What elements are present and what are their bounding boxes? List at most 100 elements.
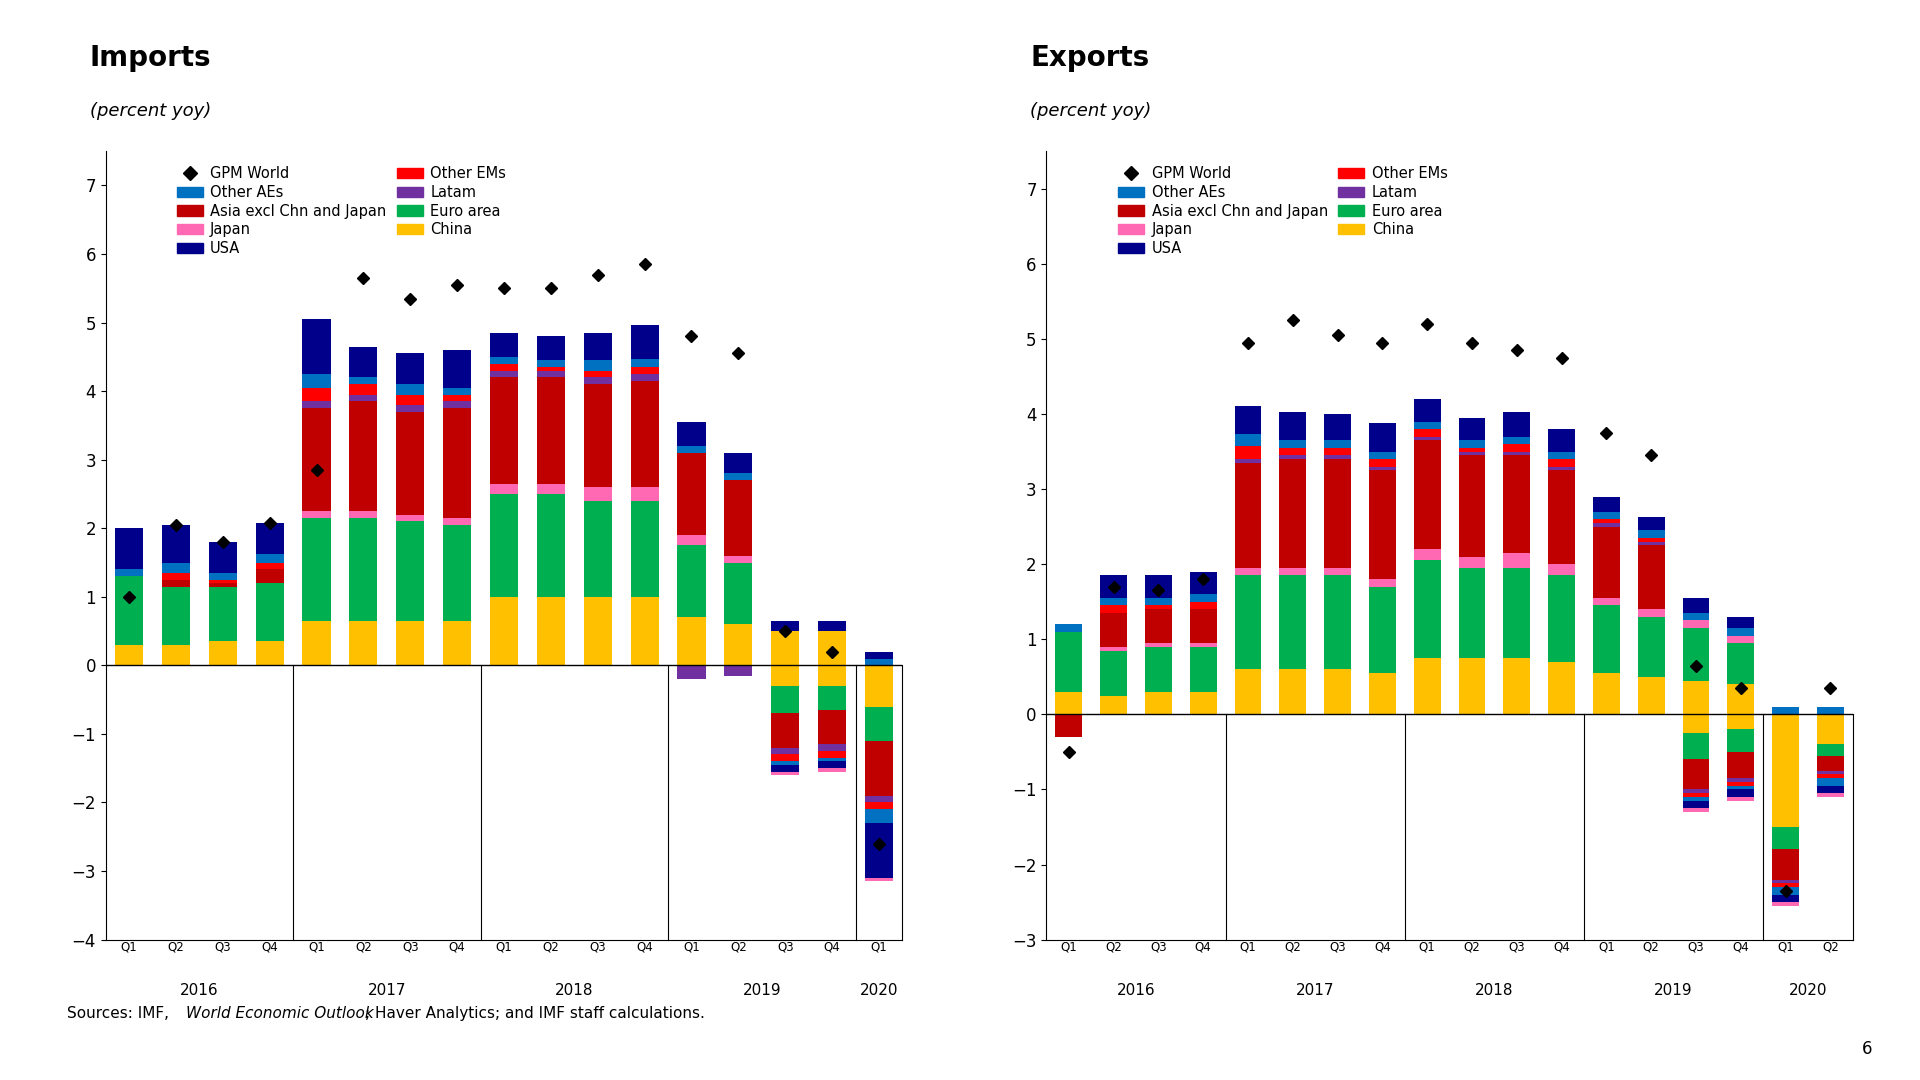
Bar (584, 333, 612, 361)
Text: 2020: 2020 (860, 983, 899, 998)
Bar (1413, 549, 1440, 561)
Bar (772, 765, 799, 771)
Bar (1772, 902, 1799, 906)
Bar (1369, 586, 1396, 673)
Bar (538, 494, 564, 597)
Bar (1682, 789, 1709, 793)
Bar (349, 511, 378, 518)
Bar (630, 597, 659, 665)
Bar (772, 631, 799, 665)
Bar (1728, 635, 1755, 643)
Bar (772, 714, 799, 747)
Bar (1638, 542, 1665, 545)
Bar (1325, 456, 1352, 459)
Bar (724, 665, 753, 676)
Bar (444, 621, 470, 665)
Text: (percent yoy): (percent yoy) (90, 102, 211, 120)
Bar (864, 706, 893, 741)
Text: 2018: 2018 (1475, 983, 1513, 998)
Text: Sources: IMF,: Sources: IMF, (67, 1005, 175, 1021)
Bar (490, 370, 518, 377)
Bar (584, 487, 612, 501)
Bar (1369, 423, 1396, 451)
Bar (678, 422, 705, 446)
Bar (1459, 658, 1486, 714)
Bar (1235, 670, 1261, 714)
Bar (1235, 463, 1261, 568)
Bar (584, 384, 612, 487)
Bar (538, 361, 564, 367)
Bar (1369, 467, 1396, 470)
Bar (1369, 673, 1396, 714)
Bar (1816, 744, 1843, 756)
Bar (772, 755, 799, 761)
Bar (1772, 879, 1799, 883)
Bar (303, 518, 330, 621)
Bar (1503, 568, 1530, 658)
Text: 2016: 2016 (1117, 983, 1156, 998)
Bar (724, 453, 753, 473)
Bar (864, 651, 893, 659)
Bar (1279, 459, 1306, 568)
Bar (1413, 429, 1440, 436)
Bar (303, 388, 330, 402)
Bar (818, 686, 847, 710)
Bar (1682, 733, 1709, 759)
Bar (1772, 706, 1799, 714)
Bar (1279, 576, 1306, 670)
Bar (538, 367, 564, 370)
Bar (396, 384, 424, 394)
Bar (1548, 459, 1574, 467)
Bar (538, 597, 564, 665)
Bar (349, 621, 378, 665)
Bar (1548, 662, 1574, 714)
Bar (1459, 456, 1486, 556)
Bar (1682, 808, 1709, 812)
Bar (1503, 658, 1530, 714)
Bar (818, 768, 847, 771)
Bar (1413, 561, 1440, 658)
Bar (1190, 594, 1217, 602)
Bar (1413, 441, 1440, 549)
Bar (444, 388, 470, 394)
Bar (161, 525, 190, 563)
Bar (490, 597, 518, 665)
Bar (584, 377, 612, 384)
Bar (1638, 517, 1665, 530)
Bar (1144, 647, 1171, 692)
Bar (1772, 850, 1799, 879)
Bar (678, 618, 705, 665)
Bar (255, 554, 284, 563)
Bar (1728, 627, 1755, 635)
Bar (444, 518, 470, 525)
Bar (1594, 523, 1620, 527)
Bar (864, 665, 893, 706)
Bar (1325, 568, 1352, 576)
Bar (349, 384, 378, 394)
Bar (1772, 883, 1799, 887)
Bar (584, 501, 612, 597)
Bar (772, 686, 799, 714)
Bar (1056, 714, 1083, 737)
Bar (444, 402, 470, 408)
Bar (538, 377, 564, 484)
Bar (1772, 887, 1799, 894)
Bar (1638, 617, 1665, 677)
Bar (303, 408, 330, 511)
Bar (864, 796, 893, 802)
Bar (349, 394, 378, 402)
Bar (396, 394, 424, 405)
Bar (1279, 411, 1306, 441)
Bar (255, 569, 284, 583)
Bar (1728, 789, 1755, 797)
Bar (1325, 414, 1352, 441)
Bar (1682, 793, 1709, 797)
Bar (1056, 632, 1083, 692)
Bar (818, 761, 847, 768)
Bar (630, 374, 659, 381)
Bar (1235, 406, 1261, 434)
Bar (1144, 576, 1171, 598)
Bar (1279, 568, 1306, 576)
Bar (818, 744, 847, 751)
Bar (1682, 759, 1709, 789)
